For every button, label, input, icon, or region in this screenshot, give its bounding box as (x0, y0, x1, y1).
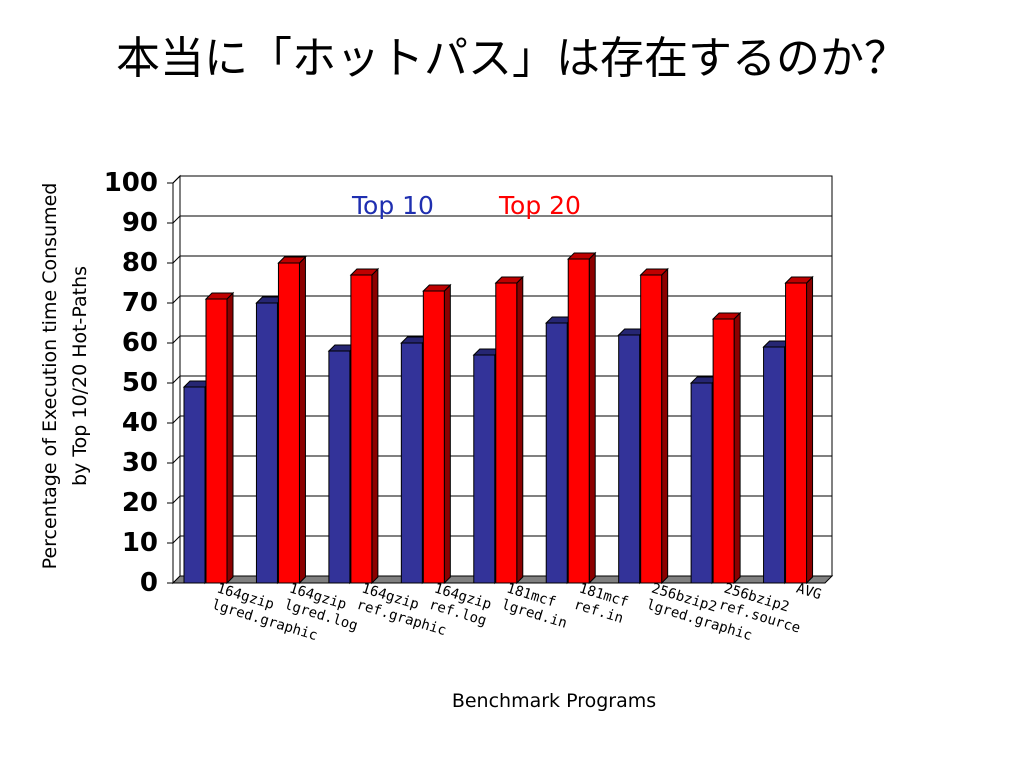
bar-front (785, 282, 808, 584)
x-axis-title: Benchmark Programs (452, 690, 656, 712)
y-tick-label: 50 (122, 368, 158, 398)
x-category-line: AVG (794, 581, 823, 604)
bar-side (516, 275, 524, 585)
gridline-side (172, 455, 181, 464)
gridline-side (172, 215, 181, 224)
bar-front (545, 322, 568, 584)
bar-front (763, 346, 786, 584)
bar-side (733, 311, 741, 585)
bar-front (277, 262, 300, 584)
bar-front (400, 342, 423, 584)
bar-top-20 (784, 275, 814, 585)
gridline-side (172, 495, 181, 504)
bar-top-20 (639, 267, 669, 585)
bar-side (298, 255, 306, 585)
y-tick-label: 100 (104, 168, 158, 198)
y-tick-label: 30 (122, 448, 158, 478)
y-tick-label: 40 (122, 408, 158, 438)
bar-front (712, 318, 735, 584)
bar-front (183, 386, 206, 584)
bar-side (371, 267, 379, 585)
y-axis-title-line: Percentage of Execution time Consumed (39, 183, 61, 570)
bar-front (640, 274, 663, 584)
bar-side (226, 291, 234, 585)
bar-front (205, 298, 228, 584)
y-tick-label: 80 (122, 248, 158, 278)
bar-front (328, 350, 351, 584)
gridline-side (172, 175, 181, 184)
bar-side (806, 275, 814, 585)
y-tick-label: 70 (122, 288, 158, 318)
bar-top-20 (349, 267, 380, 585)
bar-side (661, 267, 669, 585)
gridline-side (172, 335, 181, 344)
bar-front (255, 302, 278, 584)
bar-front (473, 354, 496, 584)
y-tick-label: 10 (122, 528, 158, 558)
y-tick-label: 20 (122, 488, 158, 518)
slide-title: 本当に「ホットパス」は存在するのか？ (116, 33, 908, 84)
gridline-side (172, 255, 181, 264)
bar-top-20 (204, 291, 235, 585)
bar-top-20 (277, 255, 307, 585)
gridline-side (172, 295, 181, 304)
gridline-side (172, 375, 181, 384)
bar-side (588, 251, 596, 585)
bar-front (422, 290, 445, 584)
legend-entry: Top 20 (498, 191, 581, 220)
bar-front (567, 258, 590, 584)
x-category-label: 181mcfref.in (572, 581, 630, 627)
bar-top-20 (494, 275, 524, 585)
x-category-label: AVG (794, 581, 823, 604)
bar-front (495, 282, 518, 584)
y-tick-label: 90 (122, 208, 158, 238)
x-category-label: 181mcflgred.in (500, 581, 574, 632)
gridline-side (172, 535, 181, 544)
bar-top-20 (422, 283, 452, 585)
bar-top-20 (567, 251, 597, 585)
legend-entry: Top 10 (351, 191, 434, 220)
y-tick-label: 0 (140, 568, 158, 598)
bar-top-20 (711, 311, 742, 585)
y-tick-label: 60 (122, 328, 158, 358)
bar-front (618, 334, 641, 584)
bar-front (350, 274, 373, 584)
y-axis-title: Percentage of Execution time Consumed by … (39, 183, 91, 570)
gridline-side (172, 415, 181, 424)
bar-front (690, 382, 713, 584)
y-axis-title-line: by Top 10/20 Hot-Paths (69, 266, 91, 486)
bar-side (443, 283, 451, 585)
